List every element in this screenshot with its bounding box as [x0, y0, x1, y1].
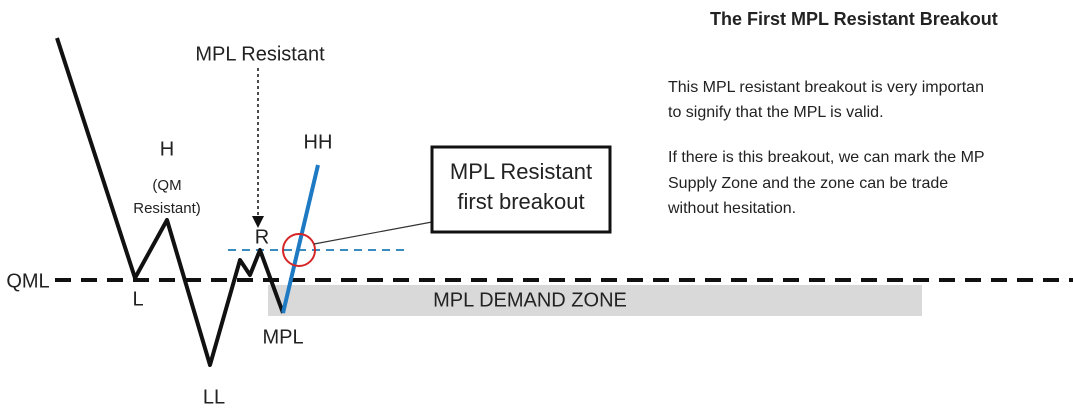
label: H	[160, 138, 174, 160]
paragraph-line: to signify that the MPL is valid.	[668, 104, 884, 121]
paragraph-line: This MPL resistant breakout is very impo…	[668, 79, 984, 96]
paragraph-line: without hesitation.	[667, 200, 796, 217]
callout-line	[313, 221, 433, 245]
title: The First MPL Resistant Breakout	[710, 9, 998, 29]
label: L	[132, 288, 143, 310]
callout-text: MPL Resistant	[450, 159, 592, 184]
arrow-head	[252, 216, 264, 228]
label: MPL Resistant	[195, 43, 325, 65]
demand-zone	[268, 285, 922, 316]
label: QML	[6, 270, 49, 292]
callout-text: first breakout	[457, 189, 584, 214]
label: LL	[203, 386, 225, 408]
breakout-circle	[282, 233, 316, 267]
breakout-leg	[281, 164, 320, 314]
paragraph-line: Supply Zone and the zone can be trade	[668, 175, 948, 192]
zone-label: MPL DEMAND ZONE	[433, 289, 627, 311]
label: (QM	[152, 177, 181, 194]
label: HH	[304, 131, 333, 153]
paragraph-line: If there is this breakout, we can mark t…	[668, 149, 985, 166]
label: Resistant)	[133, 200, 201, 217]
price-path	[55, 37, 285, 367]
callout-box	[430, 145, 612, 234]
label: R	[255, 226, 269, 248]
label: MPL	[262, 326, 303, 348]
